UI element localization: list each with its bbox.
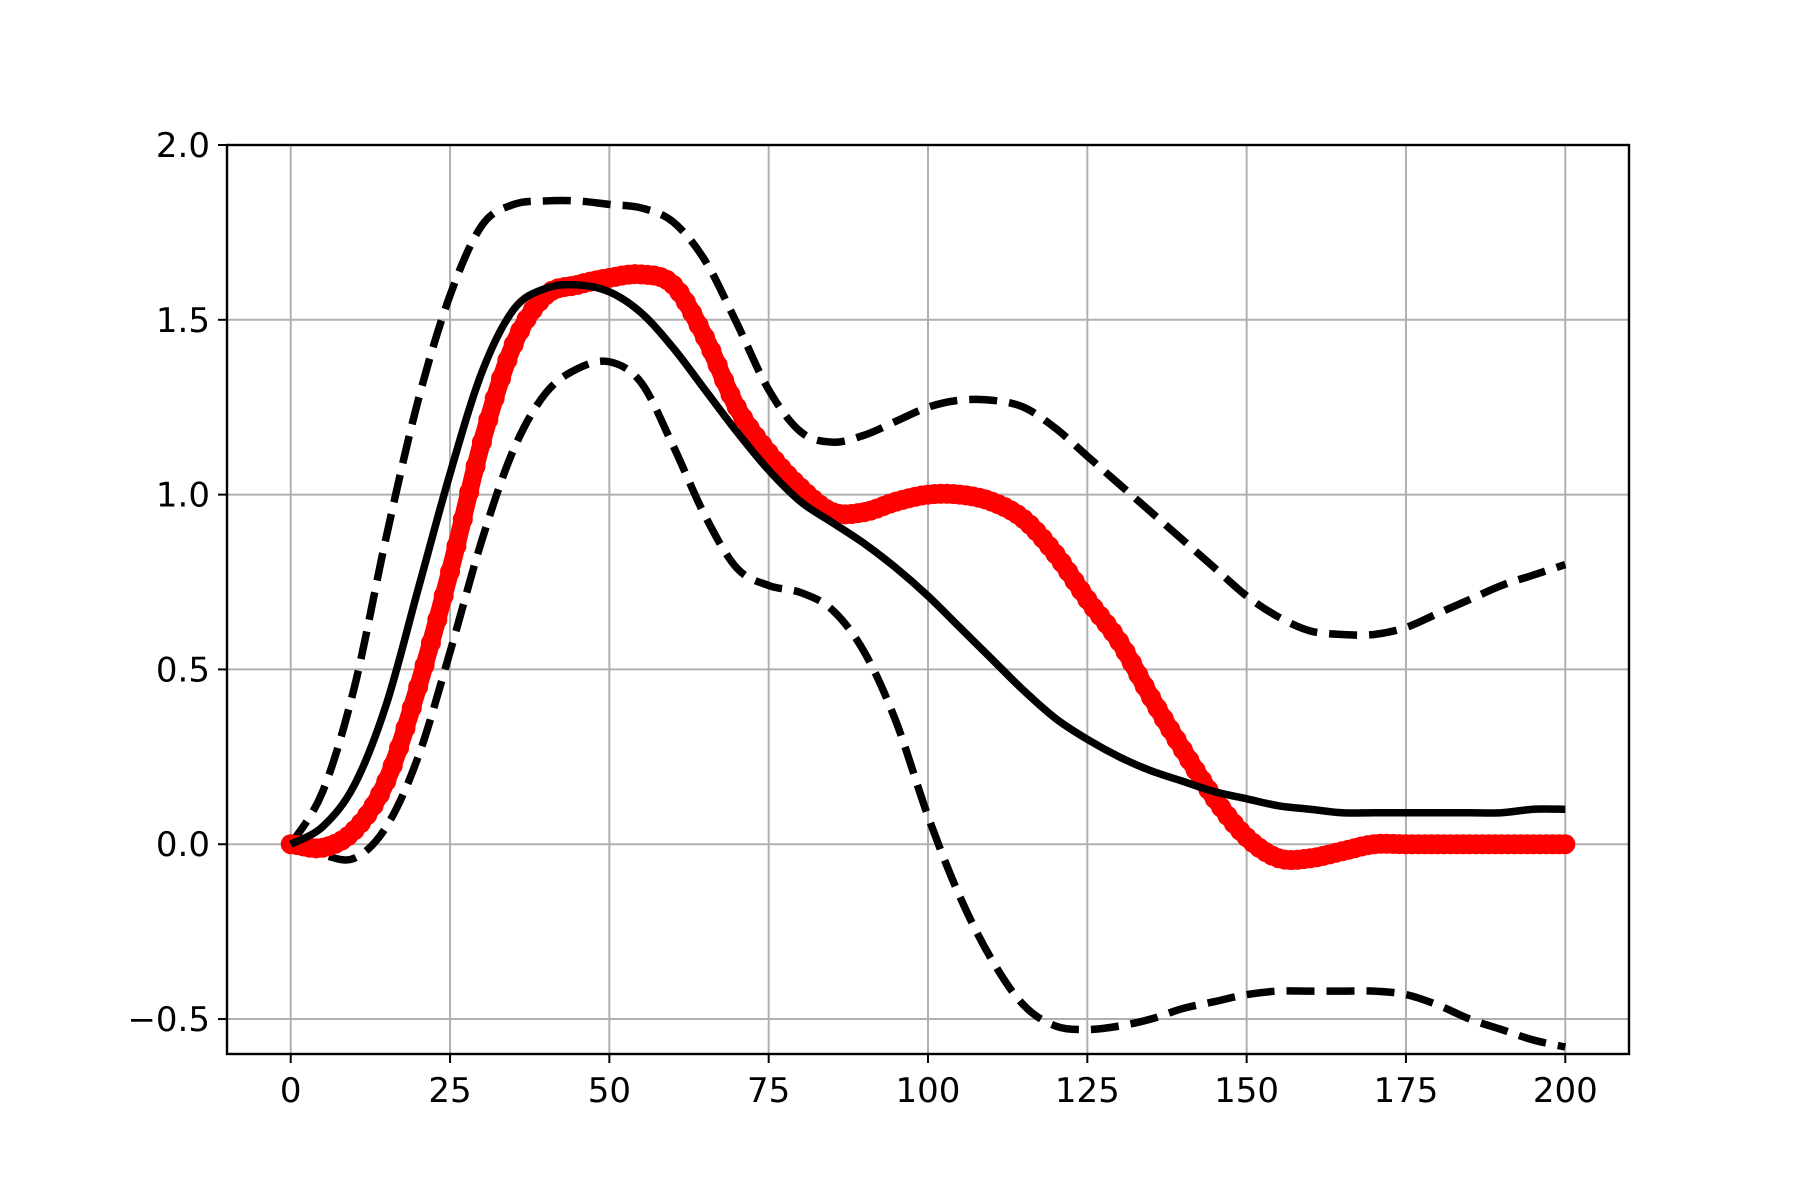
x-tick-label: 50 (588, 1071, 631, 1111)
red-data-point (491, 368, 512, 389)
x-tick-label: 25 (428, 1071, 471, 1111)
red-data-point (427, 609, 448, 630)
red-data-point (414, 655, 435, 676)
red-data-point (376, 771, 397, 792)
red-data-point (497, 350, 518, 371)
x-tick-label: 0 (280, 1071, 302, 1111)
red-data-point (465, 456, 486, 477)
red-data-point (382, 755, 403, 776)
x-tick-label: 200 (1533, 1071, 1598, 1111)
red-data-point (446, 536, 467, 557)
y-tick-label: 2.0 (156, 126, 210, 166)
black-solid-series-line (288, 280, 1566, 848)
black-dashed-series-line (287, 196, 1567, 847)
red-data-point (401, 697, 422, 718)
x-tick-label: 100 (896, 1071, 961, 1111)
red-data-point (478, 409, 499, 430)
red-data-point (389, 737, 410, 758)
red-data-point (1555, 834, 1576, 855)
red-data-point (395, 718, 416, 739)
plot-series (280, 196, 1576, 1051)
y-tick-label: 1.0 (156, 476, 210, 516)
black-dashed-series-line (289, 357, 1567, 1051)
red-data-point (420, 632, 441, 653)
red-data-point (471, 432, 492, 453)
y-tick-label: −0.5 (127, 1000, 210, 1040)
y-tick-label: 1.5 (156, 301, 210, 341)
x-tick-label: 175 (1374, 1071, 1439, 1111)
red-data-point (433, 585, 454, 606)
red-data-point (452, 509, 473, 530)
y-tick-label: 0.0 (156, 825, 210, 865)
red-data-point (707, 355, 728, 376)
x-tick-label: 125 (1055, 1071, 1120, 1111)
red-data-point (440, 561, 461, 582)
x-tick-label: 75 (747, 1071, 790, 1111)
x-tick-label: 150 (1214, 1071, 1279, 1111)
axis-ticks: 0 25 50 75 100 125 150 175 200 2.0 1.5 1.0 0.5 0.0 −0.… (127, 126, 1597, 1111)
red-data-point (408, 676, 429, 697)
y-tick-label: 0.5 (156, 650, 210, 690)
red-data-point (459, 482, 480, 503)
red-data-point (484, 388, 505, 409)
